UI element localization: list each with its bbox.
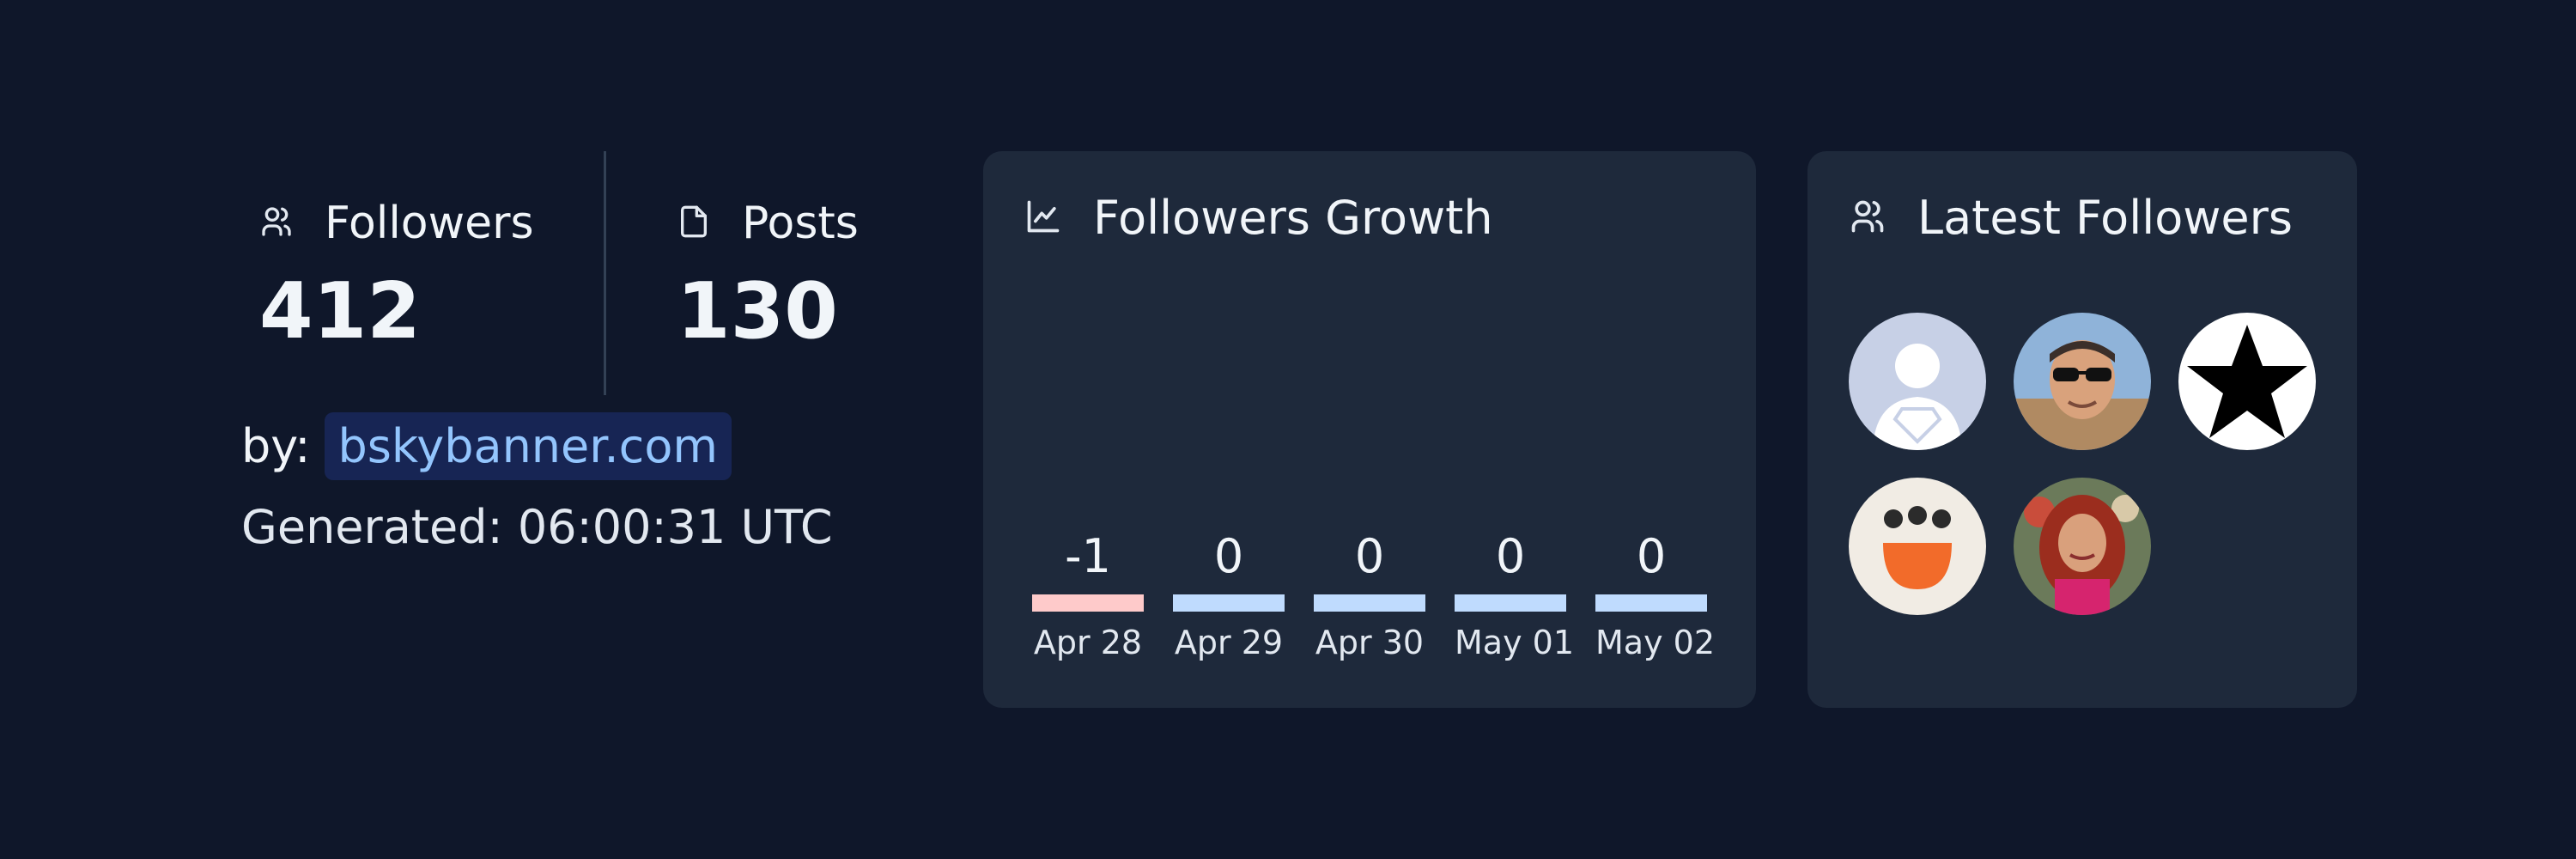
followers-header: Followers [259,198,534,249]
latest-followers-title-text: Latest Followers [1917,191,2293,245]
line-chart-icon [1024,198,1062,239]
generated-timestamp: Generated: 06:00:31 UTC [241,500,833,554]
growth-bar-1: -1 Apr 28 [1032,529,1144,661]
growth-bar-date: May 01 [1455,624,1574,661]
growth-bar-rect [1032,594,1144,612]
followers-label: Followers [325,198,534,249]
orange-smiley-avatar[interactable] [1849,478,1986,615]
growth-bar-4: 0 May 01 [1455,529,1574,661]
posts-count: 130 [677,266,838,356]
file-icon [677,204,711,242]
growth-bar-value: 0 [1354,529,1385,583]
followers-growth-title-text: Followers Growth [1093,191,1493,245]
growth-bar-value: 0 [1213,529,1244,583]
growth-bar-rect [1173,594,1285,612]
growth-bar-value: 0 [1636,529,1667,583]
users-icon [1849,198,1886,239]
black-star-avatar[interactable] [2178,313,2316,450]
growth-bar-3: 0 Apr 30 [1314,529,1425,661]
posts-header: Posts [677,198,859,249]
growth-bar-value: 0 [1495,529,1526,583]
byline-label: by: [241,419,311,473]
growth-bar-rect [1595,594,1707,612]
stat-divider [604,151,606,395]
man-with-sunglasses-avatar[interactable] [2014,313,2151,450]
growth-bar-5: 0 May 02 [1595,529,1715,661]
users-icon [259,204,294,242]
posts-label: Posts [742,198,859,249]
growth-bar-rect [1314,594,1425,612]
red-haired-woman-avatar[interactable] [2014,478,2151,615]
growth-bar-date: Apr 28 [1033,624,1143,661]
followers-count: 412 [259,266,421,356]
growth-bar-2: 0 Apr 29 [1173,529,1285,661]
growth-bar-value: -1 [1065,529,1111,583]
growth-bar-date: May 02 [1595,624,1715,661]
growth-bar-date: Apr 30 [1315,624,1425,661]
superman-silhouette-avatar[interactable] [1849,313,1986,450]
latest-followers-card: Latest Followers [1807,151,2357,708]
bskybanner-link[interactable]: bskybanner.com [324,412,732,480]
growth-bar-date: Apr 29 [1174,624,1284,661]
byline: by: bskybanner.com [241,412,732,480]
latest-followers-title: Latest Followers [1849,191,2293,245]
followers-growth-card: Followers Growth -1 Apr 28 0 Apr 29 0 Apr 30 0… [983,151,1756,708]
growth-bar-rect [1455,594,1566,612]
followers-growth-title: Followers Growth [1024,191,1493,245]
